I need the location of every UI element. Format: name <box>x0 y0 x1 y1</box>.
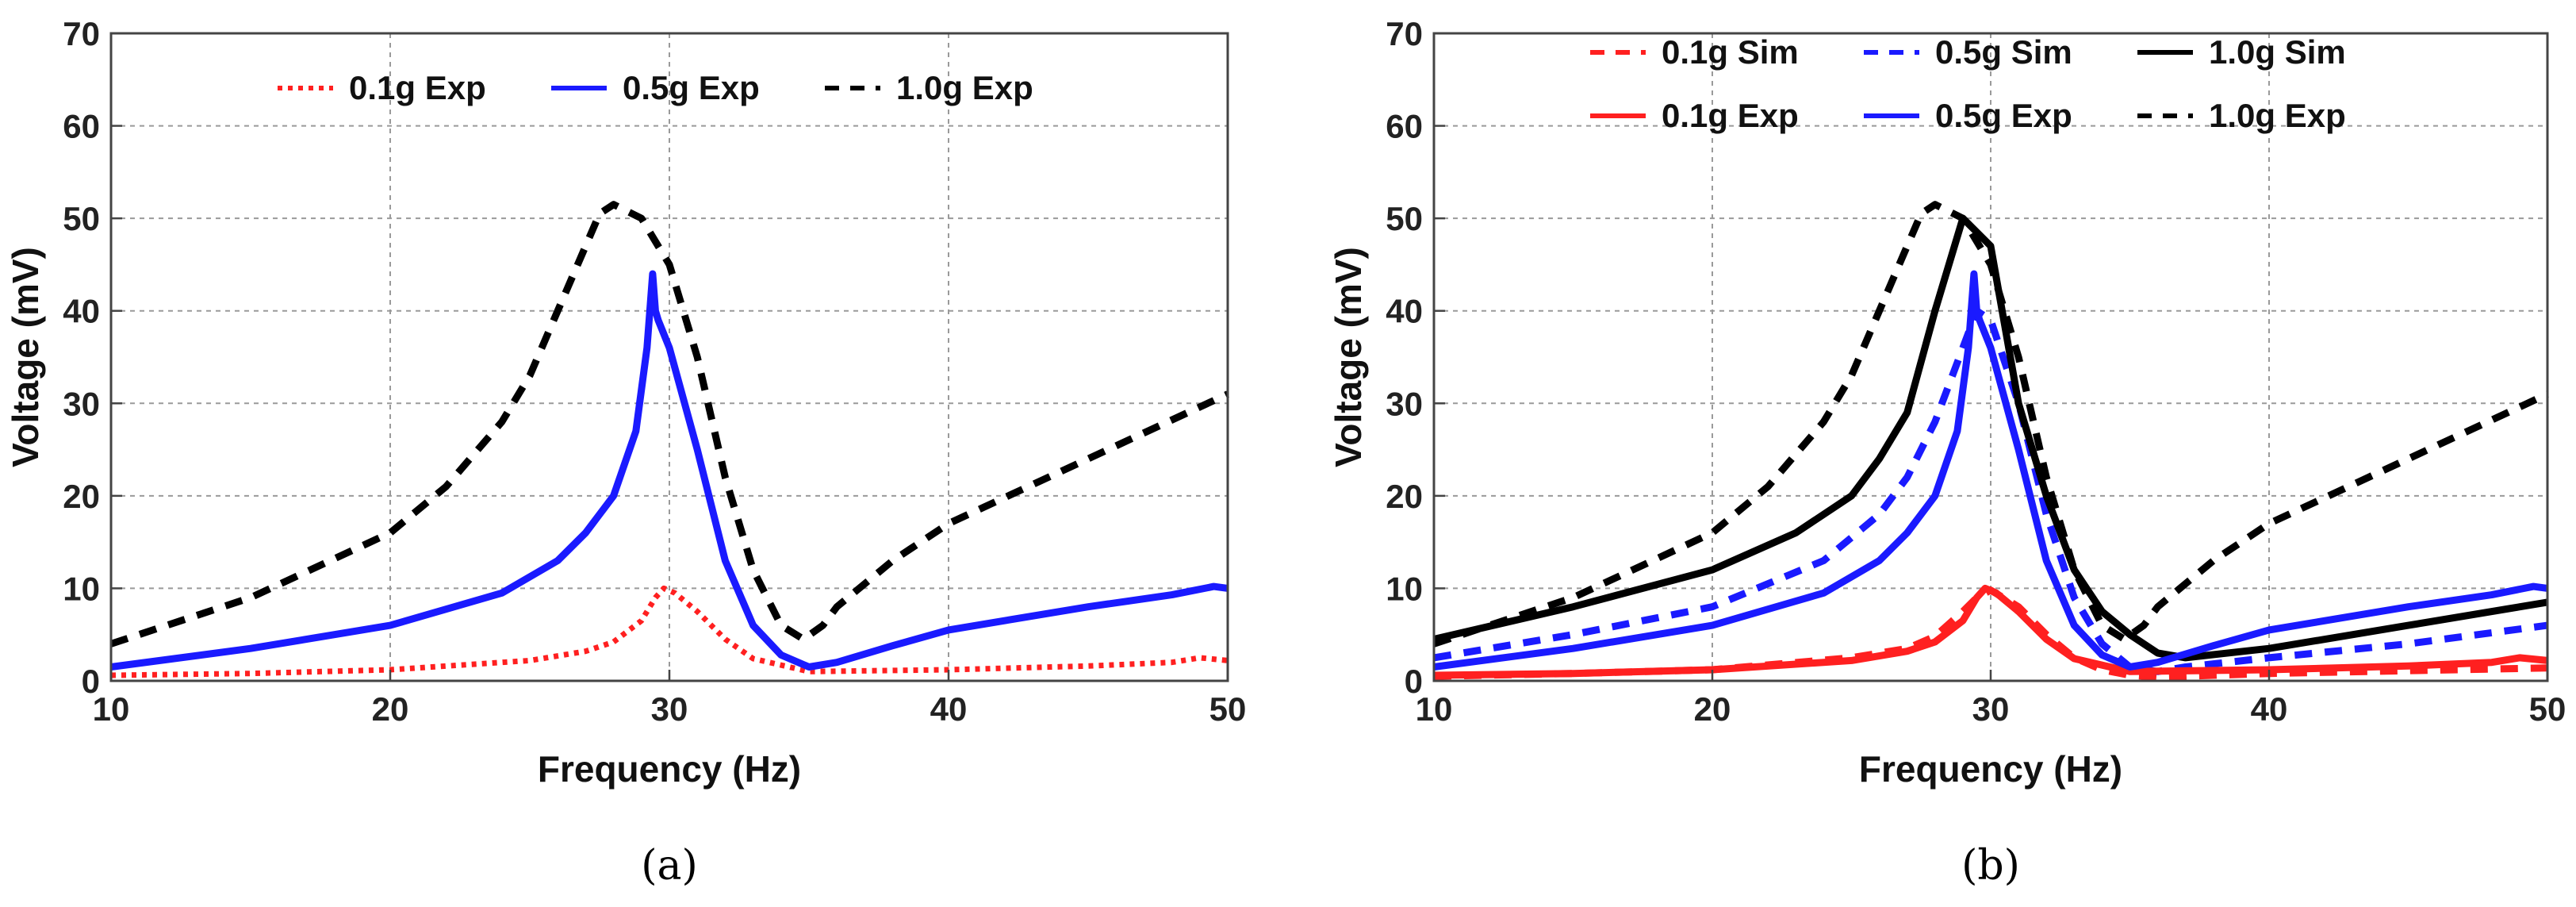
x-tick-label: 40 <box>930 690 968 728</box>
y-tick-label: 50 <box>63 200 100 237</box>
legend-label: 0.1g Sim <box>1662 33 1799 71</box>
legend-label: 0.5g Exp <box>1935 97 2072 134</box>
y-tick-label: 50 <box>1386 200 1423 237</box>
legend-label: 1.0g Exp <box>896 69 1033 106</box>
legend-label: 0.5g Exp <box>623 69 760 106</box>
y-tick-label: 0 <box>1405 663 1423 700</box>
legend-item: 1.0g Exp <box>825 69 1033 106</box>
legend-item: 0.1g Exp <box>278 69 486 106</box>
legend-label: 0.5g Sim <box>1935 33 2072 71</box>
y-tick-label: 60 <box>1386 108 1423 145</box>
y-tick-label: 60 <box>63 108 100 145</box>
y-tick-label: 30 <box>1386 385 1423 422</box>
y-axis-label: Voltage (mV) <box>1328 247 1369 467</box>
y-tick-label: 0 <box>82 663 100 700</box>
legend-label: 0.1g Exp <box>1662 97 1799 134</box>
y-tick-label: 10 <box>63 570 100 607</box>
legend-item: 0.1g Exp <box>1590 97 1799 134</box>
panel-caption: (a) <box>641 842 698 890</box>
y-tick-label: 70 <box>1386 15 1423 52</box>
series-line-0-1g-sim <box>1433 586 2548 681</box>
x-tick-label: 20 <box>1694 690 1731 728</box>
panel-caption: (b) <box>1961 842 2020 890</box>
legend-item: 1.0g Sim <box>2137 33 2346 71</box>
x-tick-label: 30 <box>651 690 688 728</box>
y-tick-label: 40 <box>1386 293 1423 330</box>
series-line-0-5g-exp <box>110 270 1229 671</box>
y-tick-label: 70 <box>63 15 100 52</box>
x-tick-label: 10 <box>1416 690 1453 728</box>
legend-item: 0.5g Exp <box>1864 97 2072 134</box>
x-tick-label: 50 <box>1209 690 1247 728</box>
y-axis-label: Voltage (mV) <box>5 247 46 467</box>
x-tick-label: 30 <box>1972 690 2010 728</box>
legend-label: 1.0g Sim <box>2209 33 2346 71</box>
y-tick-label: 20 <box>1386 478 1423 515</box>
legend-item: 0.5g Sim <box>1864 33 2072 71</box>
x-tick-label: 20 <box>372 690 409 728</box>
legend-label: 1.0g Exp <box>2209 97 2346 134</box>
x-axis-label: Frequency (Hz) <box>538 748 801 790</box>
legend-item: 0.1g Sim <box>1590 33 1799 71</box>
y-tick-label: 10 <box>1386 570 1423 607</box>
x-tick-label: 40 <box>2251 690 2288 728</box>
series-line-1-0g-exp <box>1432 201 2549 648</box>
legend-label: 0.1g Exp <box>349 69 486 106</box>
y-tick-label: 30 <box>63 385 100 422</box>
series-line-0-1g-exp <box>110 585 1229 678</box>
series-line-1-0g-exp <box>109 201 1229 648</box>
legend: 0.1g Sim 0.5g Sim 1.0g Sim 0.1g Exp 0.5g Exp… <box>1590 33 2346 134</box>
y-tick-label: 20 <box>63 478 100 515</box>
x-axis-label: Frequency (Hz) <box>1859 748 2122 790</box>
x-tick-label: 50 <box>2529 690 2566 728</box>
series-line-0-5g-exp <box>1433 270 2548 671</box>
x-tick-label: 10 <box>93 690 130 728</box>
series-line-0-1g-exp <box>1433 584 2548 679</box>
y-tick-label: 40 <box>63 293 100 330</box>
legend: 0.1g Exp 0.5g Exp 1.0g Exp <box>278 69 1033 106</box>
legend-item: 1.0g Exp <box>2137 97 2346 134</box>
legend-item: 0.5g Exp <box>551 69 760 106</box>
